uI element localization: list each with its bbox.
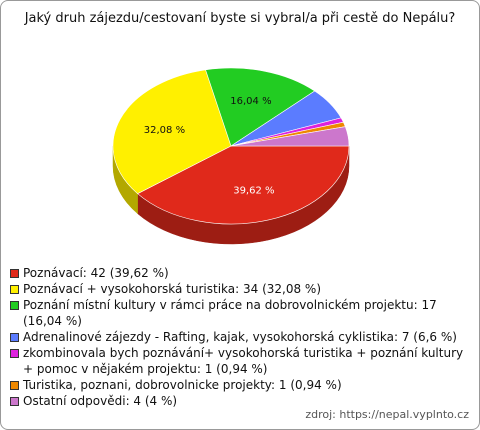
legend-label: Poznání místní kultury v rámci práce na … bbox=[23, 298, 437, 328]
data-label: 16,04 % bbox=[230, 96, 271, 107]
legend-swatch bbox=[10, 381, 19, 390]
legend-item: Poznávací + vysokohorská turistika: 34 (… bbox=[9, 281, 471, 297]
legend: Poznávací: 42 (39,62 %) Poznávací + vysok… bbox=[9, 265, 471, 409]
legend-item: Poznání místní kultury v rámci práce na … bbox=[9, 297, 471, 329]
legend-label: Ostatní odpovědi: 4 (4 %) bbox=[23, 394, 178, 408]
legend-item: Adrenalinové zájezdy - Rafting, kajak, v… bbox=[9, 329, 471, 345]
legend-swatch bbox=[10, 301, 19, 310]
chart-title: Jaký druh zájezdu/cestovaní byste si vyb… bbox=[24, 11, 456, 26]
legend-label: zkombinovala bych poznávání+ vysokohorsk… bbox=[23, 346, 464, 376]
source: zdroj: https://nepal.vyplnto.cz bbox=[305, 408, 469, 421]
legend-label: Turistika, poznani, dobrovolnicke projek… bbox=[23, 378, 342, 392]
legend-label: Poznávací: 42 (39,62 %) bbox=[23, 266, 169, 280]
slice bbox=[137, 145, 350, 225]
slice bbox=[112, 69, 232, 195]
legend-item: zkombinovala bych poznávání+ vysokohorsk… bbox=[9, 345, 471, 377]
legend-item: Ostatní odpovědi: 4 (4 %) bbox=[9, 393, 471, 409]
legend-label: Poznávací + vysokohorská turistika: 34 (… bbox=[23, 282, 322, 296]
legend-label: Adrenalinové zájezdy - Rafting, kajak, v… bbox=[23, 330, 457, 344]
legend-swatch bbox=[10, 397, 19, 406]
slice bbox=[205, 67, 316, 147]
slice bbox=[230, 126, 350, 147]
legend-item: Poznávací: 42 (39,62 %) bbox=[9, 265, 471, 281]
legend-swatch bbox=[10, 349, 19, 358]
legend-item: Turistika, poznani, dobrovolnicke projek… bbox=[9, 377, 471, 393]
legend-swatch bbox=[10, 285, 19, 294]
legend-swatch bbox=[10, 269, 19, 278]
legend-swatch bbox=[10, 333, 19, 342]
pie-area: 39,62 % 32,08 % 16,04 % bbox=[112, 67, 350, 245]
data-label: 39,62 % bbox=[233, 185, 274, 196]
data-label: 32,08 % bbox=[144, 125, 185, 136]
